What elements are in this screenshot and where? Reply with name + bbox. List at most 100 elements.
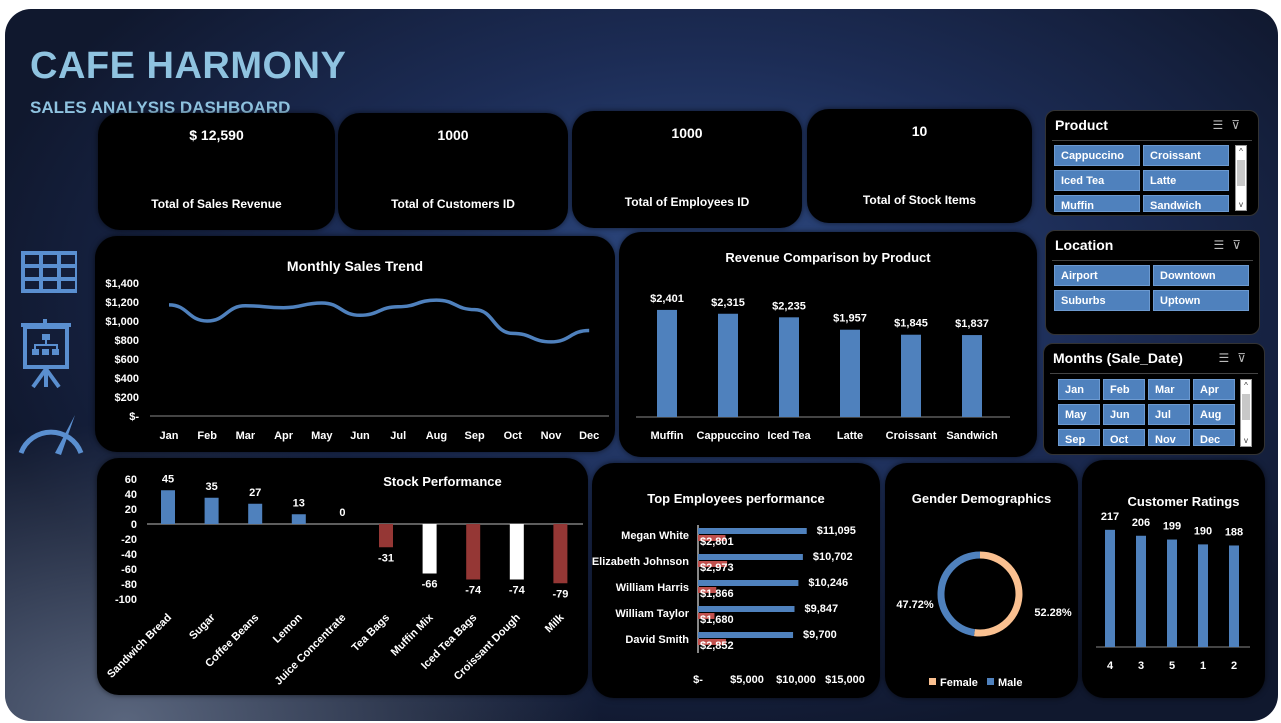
slicer-item[interactable]: Jun [1103,404,1145,425]
slicer-item[interactable]: Cappuccino [1054,145,1140,166]
data-label: $9,700 [803,629,837,641]
data-label: 27 [249,487,261,499]
x-tick-label: Jun [350,430,370,442]
slicer-item[interactable]: Nov [1148,429,1190,446]
y-tick-label: -100 [115,594,137,606]
bar [161,490,175,524]
kpi-value: 1000 [437,127,469,143]
data-label: 45 [162,473,174,485]
y-tick-label: $1,200 [105,297,139,309]
data-label: 199 [1163,521,1181,533]
data-label: $10,246 [808,577,848,589]
dashboard-background: CAFE HARMONY SALES ANALYSIS DASHBOARD $ … [5,9,1278,721]
bar [204,497,219,524]
data-label: $1,680 [700,614,734,626]
y-tick-label: David Smith [625,634,689,646]
gender-demographics-panel: Gender Demographics 52.28% 47.72% Female Ma… [885,463,1078,698]
employees-chart: Megan White $11,095 $2,801 Elizabeth Johnso… [592,525,865,686]
data-label: $2,315 [711,297,745,309]
clear-filter-icon[interactable]: ⊽ [1231,118,1248,132]
x-tick-label: Sandwich [946,430,998,442]
slicer-item[interactable]: Oct [1103,429,1145,446]
bar [718,313,738,417]
data-label: $11,095 [817,525,856,537]
slicer-item[interactable]: May [1058,404,1100,425]
bar [509,524,524,580]
data-label: $1,866 [700,588,734,600]
data-label: -79 [552,588,568,600]
slicer-item[interactable]: Airport [1054,265,1150,286]
y-tick-label: $- [129,411,139,423]
multi-select-icon[interactable]: ☰ [1218,351,1238,365]
x-tick-label: Jan [160,430,179,442]
multi-select-icon[interactable]: ☰ [1212,118,1232,132]
legend-label: Female [940,677,978,689]
clear-filter-icon[interactable]: ⊽ [1232,238,1249,252]
slicer-item[interactable]: Muffin [1054,195,1140,212]
bar [962,335,982,417]
data-label: -74 [509,585,526,597]
dashboard-subtitle: SALES ANALYSIS DASHBOARD [30,98,291,117]
slicer-scrollbar[interactable]: ^ v [1240,379,1252,447]
kpi-value: 1000 [671,125,703,141]
stock-performance-panel: Stock Performance 60 40 20 0 -20 -40 -60 -80 -10… [97,458,588,695]
y-tick-label: $200 [115,392,139,404]
bar [840,329,860,417]
slicer-item[interactable]: Suburbs [1054,290,1150,311]
slicer-item[interactable]: Croissant [1143,145,1229,166]
data-label: $1,957 [833,313,867,325]
kpi-label: Total of Customers ID [391,197,515,211]
presentation-org-chart-icon[interactable] [15,319,75,389]
bar [1229,545,1239,647]
data-label: $2,852 [700,640,734,652]
kpi-value: 10 [911,123,928,139]
donut-slice [973,551,1023,637]
bar [1136,535,1146,647]
data-label: $2,401 [650,293,684,305]
multi-select-icon[interactable]: ☰ [1213,238,1233,252]
bar-total [698,528,807,534]
slicer-item[interactable]: Mar [1148,379,1190,400]
table-grid-icon[interactable] [15,245,77,293]
data-label: $2,235 [772,300,806,312]
y-tick-label: 0 [131,519,137,531]
slicer-item[interactable]: Downtown [1153,265,1249,286]
chart-title: Top Employees performance [647,491,825,506]
bar [553,524,568,584]
slicer-item[interactable]: Jan [1058,379,1100,400]
bar [1198,544,1208,647]
x-tick-label: Sep [465,430,485,442]
kpi-total-stock-items: 10 Total of Stock Items [807,109,1032,223]
slicer-item[interactable]: Feb [1103,379,1145,400]
months-slicer: Months (Sale_Date) ☰⊽ Jan Feb Mar Apr May Jun… [1043,343,1265,455]
speedometer-icon[interactable] [15,403,85,459]
bar-secondary [698,587,717,593]
slicer-scrollbar[interactable]: ^ v [1235,145,1247,211]
data-label: 217 [1101,511,1119,523]
slicer-item[interactable]: Aug [1193,404,1235,425]
clear-filter-icon[interactable]: ⊽ [1237,351,1254,365]
x-tick-label: Milk [543,611,567,635]
slicer-item[interactable]: Sandwich [1143,195,1229,212]
slicer-item[interactable]: Dec [1193,429,1235,446]
slicer-item[interactable]: Uptown [1153,290,1249,311]
bar [1167,539,1177,647]
bar [422,524,437,574]
y-tick-label: 40 [125,489,137,501]
data-label: 206 [1132,517,1150,529]
slicer-item[interactable]: Sep [1058,429,1100,446]
stock-chart: 60 40 20 0 -20 -40 -60 -80 -100 45 Sandwich Bread 3… [105,473,583,688]
slicer-item[interactable]: Latte [1143,170,1229,191]
slicer-item[interactable]: Iced Tea [1054,170,1140,191]
monthly-sales-chart: $- $200 $400 $600 $800 $1,000 $1,200 $1,400 Jan F… [105,278,609,442]
x-tick-label: Aug [426,430,447,442]
data-label: $2,973 [700,562,734,574]
legend-swatch [987,678,994,685]
monthly-sales-trend-panel: Monthly Sales Trend $- $200 $400 $600 $800 $1… [95,236,615,452]
dashboard-title: CAFE HARMONY [30,45,347,87]
data-label: -31 [378,552,394,564]
slicer-item[interactable]: Apr [1193,379,1235,400]
slicer-item[interactable]: Jul [1148,404,1190,425]
bar [379,524,393,548]
chart-title: Stock Performance [383,474,502,489]
